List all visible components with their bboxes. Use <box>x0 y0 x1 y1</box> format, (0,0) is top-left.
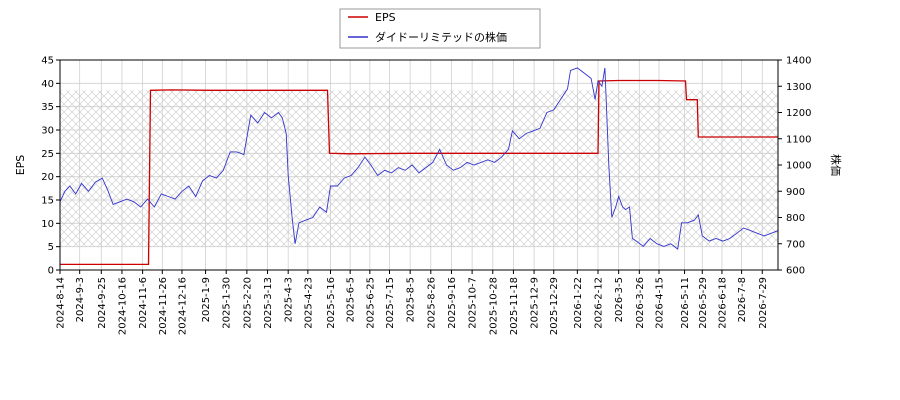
legend-label-eps: EPS <box>375 11 396 24</box>
right-tick-label: 600 <box>786 266 805 277</box>
x-tick-label: 2024-9-3 <box>75 277 86 322</box>
x-tick-label: 2025-10-7 <box>468 277 479 329</box>
x-tick-label: 2025-10-28 <box>488 277 499 335</box>
left-tick-label: 40 <box>41 79 54 90</box>
left-tick-label: 25 <box>41 149 54 160</box>
right-tick-label: 1400 <box>786 56 811 67</box>
x-tick-label: 2025-4-3 <box>284 277 295 322</box>
x-axis-ticks: 2024-8-14 2024-9-3 2024-9-25 2024-10-16 2024… <box>56 270 769 335</box>
left-tick-label: 15 <box>41 196 54 207</box>
x-tick-label: 2025-4-23 <box>303 277 314 329</box>
left-tick-label: 20 <box>41 172 54 183</box>
legend-box <box>339 8 541 49</box>
x-tick-label: 2024-9-25 <box>97 277 108 329</box>
x-tick-label: 2025-6-25 <box>365 277 376 329</box>
x-tick-label: 2026-7-29 <box>758 277 769 329</box>
x-tick-label: 2026-4-15 <box>654 277 665 329</box>
left-tick-label: 5 <box>48 242 54 253</box>
x-tick-label: 2024-10-16 <box>117 277 128 335</box>
right-tick-label: 1200 <box>786 108 811 119</box>
left-axis-ticks: 0 5 10 15 20 25 30 35 40 45 <box>41 56 60 277</box>
x-tick-label: 2025-7-15 <box>385 277 396 329</box>
right-tick-label: 1000 <box>786 161 811 172</box>
x-tick-label: 2026-3-5 <box>614 277 625 322</box>
x-tick-label: 2026-5-11 <box>680 277 691 329</box>
x-tick-label: 2026-7-8 <box>737 277 748 322</box>
x-tick-label: 2025-3-13 <box>263 277 274 329</box>
x-tick-label: 2026-5-29 <box>698 277 709 329</box>
right-axis-ticks: 600 700 800 900 1000 1100 1200 1300 1400 <box>778 56 811 277</box>
left-tick-label: 10 <box>41 219 54 230</box>
x-tick-label: 2025-12-9 <box>530 277 541 329</box>
x-tick-label: 2024-12-16 <box>177 277 188 335</box>
x-tick-label: 2026-3-26 <box>635 277 646 329</box>
eps-line <box>60 79 778 266</box>
x-tick-label: 2025-5-16 <box>326 277 337 329</box>
right-tick-label: 700 <box>786 239 805 250</box>
x-tick-label: 2025-6-5 <box>346 277 357 322</box>
right-tick-label: 1300 <box>786 82 811 93</box>
x-tick-label: 2025-1-30 <box>222 277 233 329</box>
left-tick-label: 0 <box>48 266 54 277</box>
hatched-range-band <box>60 90 778 247</box>
x-tick-label: 2024-11-6 <box>138 277 149 329</box>
x-tick-label: 2025-2-20 <box>242 277 253 329</box>
x-tick-label: 2025-11-18 <box>509 277 520 335</box>
x-tick-label: 2025-9-16 <box>447 277 458 329</box>
x-tick-label: 2025-12-29 <box>549 277 560 335</box>
x-tick-label: 2025-8-26 <box>426 277 437 329</box>
x-tick-label: 2024-8-14 <box>56 277 67 329</box>
x-tick-label: 2025-1-9 <box>201 277 212 322</box>
legend: EPS ダイドーリミテッドの株価 <box>339 8 541 49</box>
x-tick-label: 2026-2-12 <box>594 277 605 329</box>
left-tick-label: 30 <box>41 126 54 137</box>
x-tick-label: 2026-6-18 <box>717 277 728 329</box>
x-tick-label: 2024-11-26 <box>158 277 169 335</box>
left-tick-label: 35 <box>41 102 54 113</box>
right-axis-label: 株価 <box>829 154 843 176</box>
left-tick-label: 45 <box>41 56 54 67</box>
right-tick-label: 1100 <box>786 134 811 145</box>
x-tick-label: 2025-8-5 <box>406 277 417 322</box>
right-tick-label: 900 <box>786 187 805 198</box>
right-tick-label: 800 <box>786 213 805 224</box>
x-tick-label: 2026-1-22 <box>573 277 584 329</box>
left-axis-label: EPS <box>14 155 27 176</box>
stock-price-line <box>60 67 778 250</box>
legend-label-stock-price: ダイドーリミテッドの株価 <box>375 30 507 44</box>
series-layer <box>60 67 778 266</box>
